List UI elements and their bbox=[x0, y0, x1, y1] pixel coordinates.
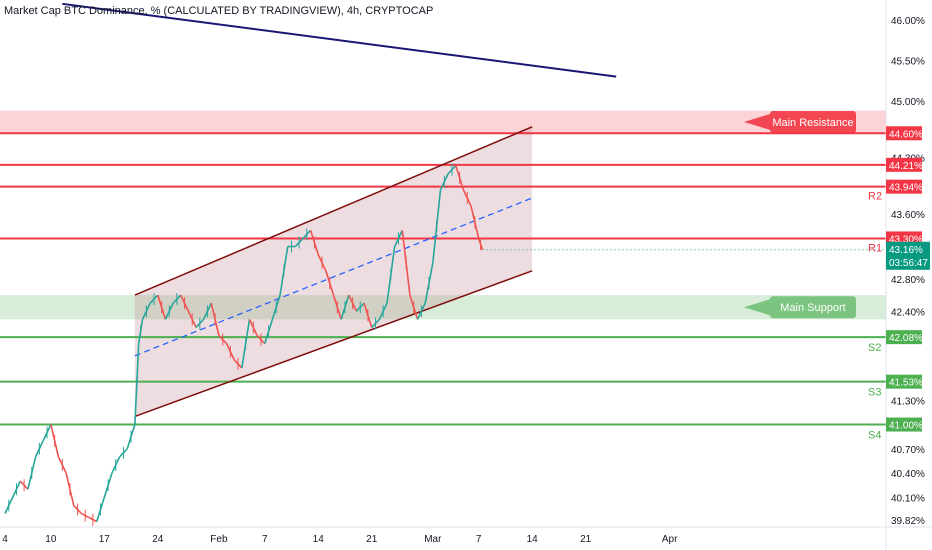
last-price-label: 43.16% bbox=[889, 245, 923, 256]
level-name-5: S3 bbox=[868, 387, 881, 399]
level-tag-0: 44.60% bbox=[889, 129, 923, 140]
level-tag-2: 43.94% bbox=[889, 183, 923, 194]
y-tick-label-9: 40.40% bbox=[891, 469, 925, 480]
x-tick-label-10: 14 bbox=[527, 534, 539, 545]
zone-callout-box-0 bbox=[770, 110, 856, 133]
channel-midline bbox=[134, 197, 533, 357]
level-name-6: S4 bbox=[868, 430, 881, 442]
y-tick-label-0: 46.00% bbox=[891, 16, 925, 27]
x-tick-label-0: 4 bbox=[2, 534, 8, 545]
level-tag-bg-5 bbox=[886, 374, 922, 389]
level-tag-5: 41.53% bbox=[889, 378, 923, 389]
zone-callout-arrow-1 bbox=[744, 299, 770, 316]
x-tick-label-11: 21 bbox=[580, 534, 592, 545]
x-tick-label-8: Mar bbox=[424, 534, 442, 545]
level-name-4: S2 bbox=[868, 342, 881, 354]
x-tick-label-2: 17 bbox=[99, 534, 111, 545]
level-name-2: R2 bbox=[868, 191, 882, 203]
y-tick-label-10: 40.10% bbox=[891, 493, 925, 504]
zone-band-0 bbox=[0, 110, 886, 134]
level-tag-bg-2 bbox=[886, 179, 922, 194]
y-tick-label-6: 42.40% bbox=[891, 307, 925, 318]
x-tick-label-6: 14 bbox=[313, 534, 325, 545]
y-tick-label-11: 39.82% bbox=[891, 516, 925, 527]
level-tag-bg-1 bbox=[886, 157, 922, 172]
x-tick-label-7: 21 bbox=[366, 534, 378, 545]
level-tag-bg-4 bbox=[886, 330, 922, 345]
zone-callout-arrow-0 bbox=[744, 113, 770, 130]
y-tick-label-1: 45.50% bbox=[891, 56, 925, 67]
y-tick-label-8: 40.70% bbox=[891, 445, 925, 456]
level-tag-1: 44.21% bbox=[889, 161, 923, 172]
x-tick-label-5: 7 bbox=[262, 534, 268, 545]
level-tag-3: 43.30% bbox=[889, 234, 923, 245]
level-tag-4: 42.08% bbox=[889, 333, 923, 344]
x-tick-label-1: 10 bbox=[45, 534, 57, 545]
last-price-countdown: 03:56:47 bbox=[889, 258, 928, 269]
zone-label-1: Main Support bbox=[780, 302, 845, 314]
channel-lower-line bbox=[134, 270, 533, 418]
x-tick-label-4: Feb bbox=[210, 534, 228, 545]
channel-upper-line bbox=[134, 126, 533, 296]
zone-label-0: Main Resistance bbox=[772, 117, 853, 129]
y-tick-label-4: 43.60% bbox=[891, 210, 925, 221]
level-tag-bg-6 bbox=[886, 417, 922, 432]
channel-fill bbox=[134, 126, 533, 417]
zone-callout-box-1 bbox=[770, 296, 856, 319]
y-tick-label-5: 42.80% bbox=[891, 275, 925, 286]
trend-line bbox=[62, 2, 617, 78]
y-tick-label-7: 41.30% bbox=[891, 396, 925, 407]
last-price-tag-bg bbox=[886, 241, 930, 270]
x-tick-label-3: 24 bbox=[152, 534, 164, 545]
x-tick-label-12: Apr bbox=[662, 534, 678, 545]
level-name-3: R1 bbox=[868, 242, 882, 254]
chart-title: Market Cap BTC Dominance, % (CALCULATED … bbox=[4, 5, 434, 17]
level-tag-6: 41.00% bbox=[889, 421, 923, 432]
y-tick-label-2: 45.00% bbox=[891, 97, 925, 108]
level-tag-bg-0 bbox=[886, 126, 922, 141]
x-tick-label-9: 7 bbox=[476, 534, 482, 545]
